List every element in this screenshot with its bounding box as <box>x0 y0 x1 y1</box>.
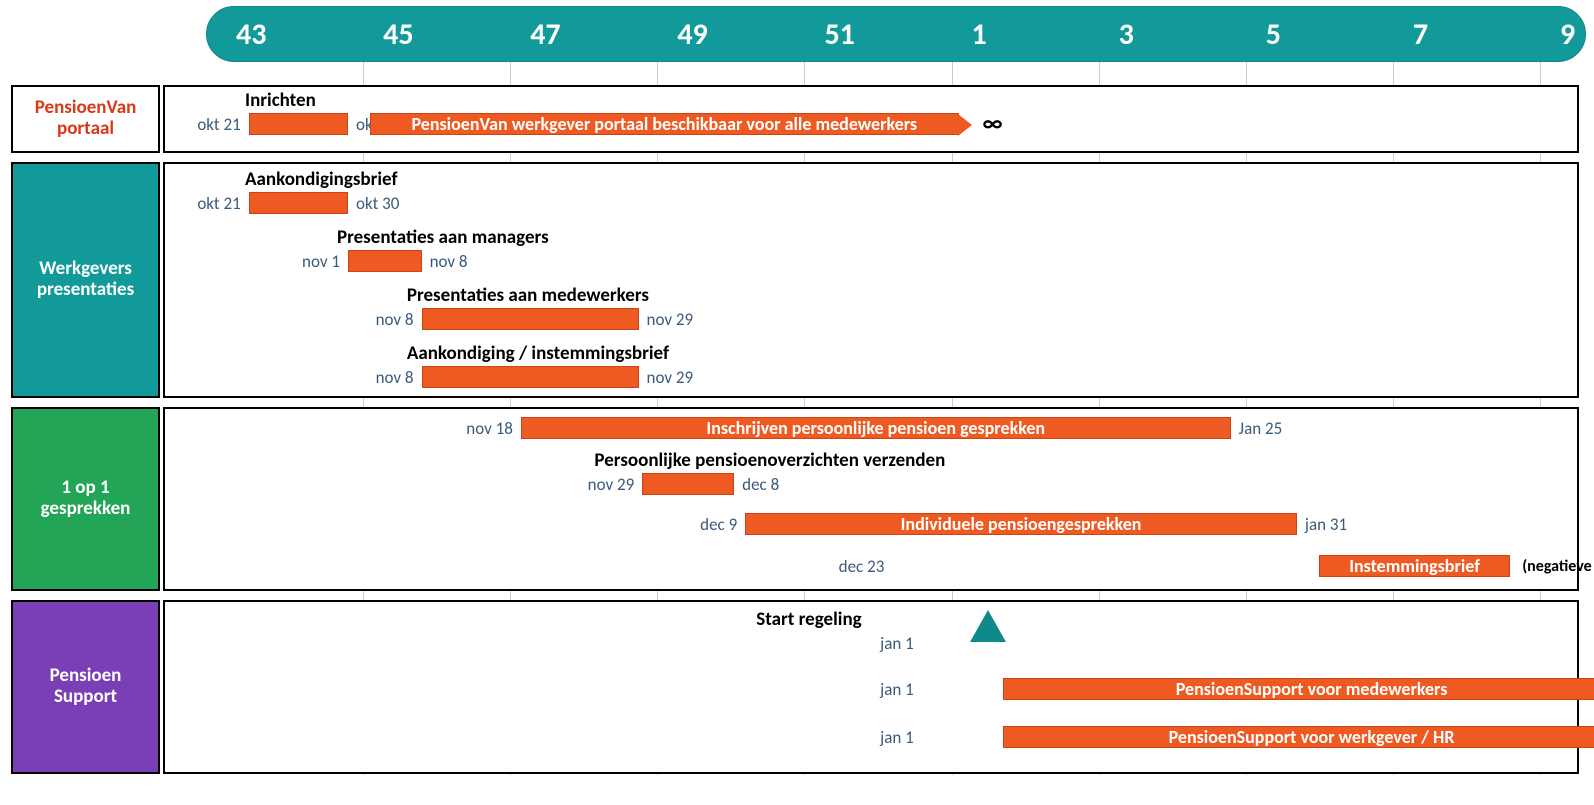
date-end: Jan 25 <box>1239 418 1283 439</box>
task-title: Presentaties aan managers <box>337 226 549 249</box>
date-start: nov 29 <box>0 474 634 495</box>
gantt-bar: Instemmingsbrief <box>1319 555 1510 577</box>
date-start: dec 9 <box>0 514 737 535</box>
date-end: jan 31 <box>1305 514 1347 535</box>
date-start: dec 23 <box>0 556 884 577</box>
week-label: 49 <box>677 16 707 53</box>
task-title: Start regeling <box>756 608 861 631</box>
date-start: nov 8 <box>0 309 414 330</box>
week-label: 7 <box>1413 16 1428 53</box>
week-label: 47 <box>530 16 560 53</box>
date-start: okt 21 <box>0 193 241 214</box>
gantt-bar-text: PensioenSupport voor medewerkers <box>1176 678 1448 700</box>
task-title: Inrichten <box>245 89 316 112</box>
gantt-bar <box>642 473 734 495</box>
milestone-icon <box>970 610 1006 642</box>
date-start: jan 1 <box>0 727 914 748</box>
date-start: nov 18 <box>0 418 513 439</box>
date-start: nov 1 <box>0 251 340 272</box>
gantt-bar: PensioenSupport voor medewerkers <box>1003 678 1594 700</box>
infinity-icon: ∞ <box>983 109 1003 138</box>
week-label: 5 <box>1266 16 1281 53</box>
gantt-bar-text: PensioenSupport voor werkgever / HR <box>1169 726 1455 748</box>
week-label: 1 <box>972 16 987 53</box>
gantt-bar <box>422 366 639 388</box>
gantt-bar <box>348 250 422 272</box>
week-label: 51 <box>824 16 854 53</box>
task-title: Presentaties aan medewerkers <box>407 284 649 307</box>
week-label: 3 <box>1119 16 1134 53</box>
date-start: jan 1 <box>0 633 914 654</box>
task-title: Aankondigingsbrief <box>245 168 397 191</box>
gantt-bar: Inschrijven persoonlijke pensioen gespre… <box>521 417 1231 439</box>
gantt-bar-text: Individuele pensioengesprekken <box>901 513 1142 535</box>
gantt-bar-text: Inschrijven persoonlijke pensioen gespre… <box>706 417 1045 439</box>
task-title: Persoonlijke pensioenoverzichten verzend… <box>594 449 945 472</box>
date-start: jan 1 <box>0 679 914 700</box>
date-end: nov 29 <box>647 367 694 388</box>
task-note: (negatieve optie) <box>1522 557 1594 576</box>
gantt-bar-text: Instemmingsbrief <box>1349 555 1480 577</box>
date-end: okt 30 <box>356 193 399 214</box>
date-end: nov 29 <box>647 309 694 330</box>
date-start: okt 21 <box>0 114 241 135</box>
gantt-bar <box>249 113 348 135</box>
week-label: 45 <box>383 16 413 53</box>
gantt-bar: Individuele pensioengesprekken <box>745 513 1297 535</box>
gantt-bar: PensioenVan werkgever portaal beschikbaa… <box>370 113 958 135</box>
date-end: dec 8 <box>742 474 779 495</box>
date-start: nov 8 <box>0 367 414 388</box>
gantt-bar <box>249 192 348 214</box>
week-label: 9 <box>1560 16 1575 53</box>
week-label: 43 <box>236 16 266 53</box>
task-title: Aankondiging / instemmingsbrief <box>407 342 669 365</box>
gantt-bar-text: PensioenVan werkgever portaal beschikbaa… <box>411 113 917 135</box>
date-end: nov 8 <box>430 251 468 272</box>
gantt-bar <box>422 308 639 330</box>
gantt-bar: PensioenSupport voor werkgever / HR <box>1003 726 1594 748</box>
